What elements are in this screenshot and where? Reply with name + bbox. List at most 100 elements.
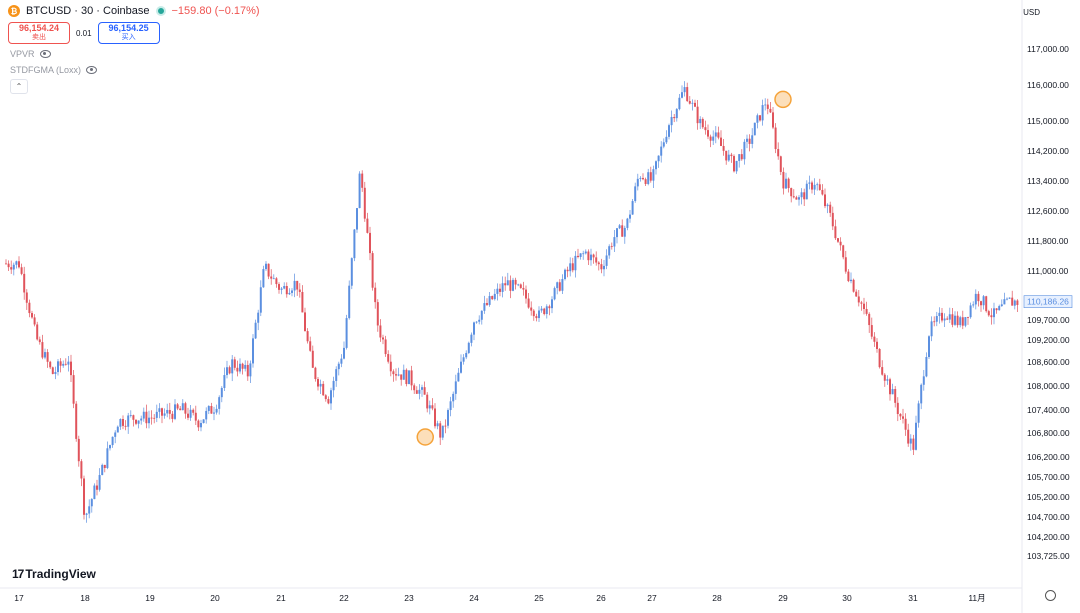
candle-body	[233, 359, 236, 368]
candle-body	[88, 506, 91, 514]
candle-body	[657, 155, 660, 162]
candle-body	[930, 321, 933, 337]
candle-body	[759, 115, 761, 121]
candle-body	[824, 194, 826, 207]
settings-gear-icon[interactable]	[1045, 590, 1056, 601]
candle-body	[649, 172, 652, 181]
candle-body	[239, 363, 241, 372]
indicator-vpvr[interactable]: VPVR	[10, 49, 51, 59]
candle-body	[205, 410, 208, 420]
x-tick-label: 25	[534, 593, 544, 603]
candle-body	[761, 105, 764, 121]
candle-body	[499, 288, 501, 292]
eye-icon[interactable]	[39, 50, 51, 58]
candle-body	[795, 197, 798, 200]
candle-body	[480, 310, 483, 320]
candle-body	[103, 464, 106, 468]
time-scale[interactable]: 17 18 19 20 21 22 23 24 25 26 27 28 29 30 31 11月	[14, 593, 985, 603]
candle-body	[59, 361, 62, 366]
candle-body	[387, 354, 390, 362]
candle-body	[491, 296, 494, 300]
candle-body	[20, 267, 23, 274]
candle-body	[223, 375, 226, 388]
candle-body	[301, 292, 304, 313]
candle-body	[694, 102, 696, 107]
candle-body	[839, 241, 842, 246]
candle-body	[449, 401, 452, 411]
candle-body	[470, 334, 473, 343]
y-tick-label: 105,700.00	[1027, 472, 1070, 482]
candle-body	[790, 188, 793, 197]
candle-body	[707, 130, 709, 137]
candle-body	[904, 418, 907, 430]
candle-body	[655, 161, 657, 170]
candle-body	[142, 411, 145, 419]
eye-icon[interactable]	[86, 66, 98, 74]
candle-body	[189, 409, 192, 418]
candle-body	[639, 177, 642, 179]
candle-body	[566, 269, 569, 272]
candle-body	[41, 342, 44, 358]
x-tick-label: 31	[908, 593, 918, 603]
candle-body	[525, 289, 527, 299]
candle-body	[592, 254, 595, 258]
candle-body	[891, 389, 894, 395]
spread-value: 0.01	[76, 28, 92, 38]
candle-body	[439, 423, 442, 438]
candle-body	[974, 293, 977, 305]
buy-price: 96,154.25	[108, 23, 149, 33]
sell-label: 卖出	[32, 34, 46, 41]
candle-body	[353, 229, 356, 259]
buy-button[interactable]: 96,154.25 买入	[97, 22, 160, 44]
candle-body	[636, 178, 639, 187]
candle-body	[296, 280, 299, 290]
candle-body	[38, 339, 41, 343]
candle-body	[993, 308, 995, 318]
candle-body	[257, 312, 260, 323]
candle-body	[642, 177, 644, 180]
candle-body	[122, 419, 124, 426]
candle-body	[67, 361, 70, 365]
sell-button[interactable]: 96,154.24 卖出	[8, 22, 70, 44]
candle-body	[135, 419, 137, 424]
price-scale[interactable]: 117,000.00 116,000.00 115,000.00 114,200.00…	[1023, 44, 1073, 561]
candle-body	[70, 361, 72, 376]
candle-body	[280, 288, 283, 290]
candle-body	[527, 298, 530, 308]
candle-body	[850, 279, 852, 282]
candle-body	[868, 313, 871, 326]
candle-body	[332, 380, 335, 391]
candle-body	[964, 317, 967, 326]
candle-body	[959, 317, 962, 326]
candle-body	[96, 485, 98, 490]
candle-body	[369, 232, 371, 254]
candle-body	[746, 138, 748, 142]
candle-body	[943, 318, 946, 321]
collapse-indicators-button[interactable]: ⌃	[10, 79, 28, 94]
candle-body	[579, 253, 582, 257]
candle-body	[538, 310, 540, 319]
candle-body	[137, 420, 140, 424]
symbol-title[interactable]: BTCUSD · 30 · Coinbase	[26, 5, 150, 17]
candle-body	[686, 87, 689, 102]
candle-body	[863, 303, 865, 310]
price-change: −159.80 (−0.17%)	[171, 5, 260, 17]
candle-body	[402, 369, 405, 380]
y-tick-label: 104,200.00	[1027, 532, 1070, 542]
candle-body	[506, 280, 509, 286]
last-price-tag	[1023, 295, 1073, 308]
candle-body	[64, 363, 67, 365]
symbol-header[interactable]: ₿ BTCUSD · 30 · Coinbase −159.80 (−0.17%…	[8, 5, 260, 17]
indicator-stdfgma[interactable]: STDFGMA (Loxx)	[10, 65, 98, 75]
candle-body	[501, 283, 504, 292]
candle-body	[829, 204, 832, 213]
currency-selector[interactable]: USD	[1023, 8, 1040, 17]
candle-body	[709, 136, 712, 141]
candle-body	[5, 263, 7, 265]
candle-body	[148, 417, 150, 424]
market-open-dot-icon	[155, 6, 166, 16]
x-tick-label: 11月	[968, 593, 985, 603]
candle-body	[982, 296, 985, 306]
candle-body	[717, 132, 720, 138]
